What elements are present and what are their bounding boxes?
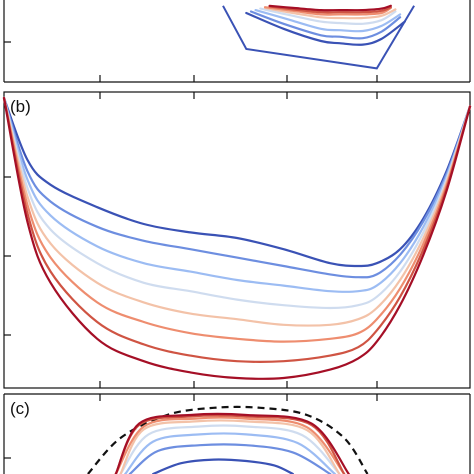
series-line-6 — [2, 96, 472, 343]
series-line-4 — [119, 424, 341, 474]
panel-c-lines — [87, 405, 369, 474]
series-line-3 — [254, 9, 402, 33]
panel-b-ticks — [4, 92, 378, 388]
panel-c-dashed-envelope — [87, 405, 369, 474]
series-line-8 — [114, 412, 350, 474]
series-line-6 — [263, 6, 392, 16]
panel-a-lines — [222, 4, 415, 70]
panel-c: (c) — [3, 393, 471, 474]
series-line-2 — [249, 10, 402, 40]
panel-a-ticks — [4, 41, 378, 82]
series-line-7 — [2, 96, 472, 363]
series-line-5 — [263, 6, 397, 20]
series-line-1 — [245, 11, 406, 46]
panel-c-label: (c) — [10, 399, 30, 418]
panel-a-outline-line — [222, 5, 415, 70]
series-line-8 — [2, 96, 472, 380]
series-line-7 — [268, 5, 392, 14]
panel-b: (b) — [2, 91, 472, 389]
series-line-2 — [2, 96, 472, 279]
series-line-4 — [2, 96, 472, 310]
series-line-6 — [114, 416, 346, 474]
panel-a — [3, 0, 471, 83]
series-line-3 — [2, 96, 472, 293]
series-line-5 — [119, 419, 341, 474]
panel-b-lines — [2, 96, 472, 380]
series-line-4 — [259, 7, 397, 25]
series-line-1 — [2, 96, 472, 268]
series-line-1 — [152, 458, 294, 474]
series-line-2 — [128, 443, 332, 474]
series-line-8 — [268, 4, 392, 12]
series-line-5 — [2, 96, 472, 327]
panel-b-frame — [3, 91, 471, 389]
panel-c-ticks — [4, 394, 378, 459]
series-line-3 — [124, 432, 336, 474]
panel-b-label: (b) — [10, 97, 31, 116]
